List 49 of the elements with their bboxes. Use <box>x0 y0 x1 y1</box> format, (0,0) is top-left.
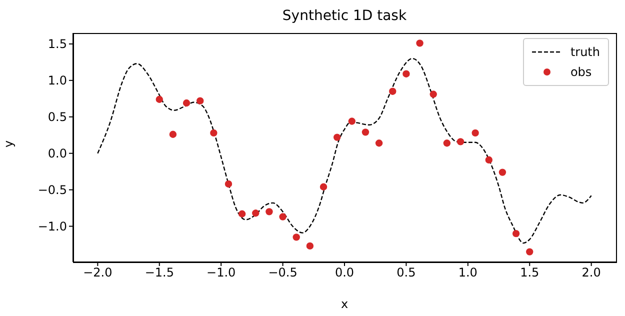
y-tick-label: 0.5 <box>48 110 67 124</box>
point <box>252 210 260 217</box>
point <box>443 140 451 147</box>
point <box>526 248 534 256</box>
y-tick-label: 0.0 <box>48 146 67 161</box>
point <box>182 99 190 107</box>
point <box>156 96 163 103</box>
x-tick-label: −0.5 <box>268 266 298 280</box>
point <box>362 128 370 136</box>
point <box>375 140 383 147</box>
point <box>472 129 479 137</box>
y-tick-label: 1.5 <box>48 37 67 52</box>
point <box>292 234 300 241</box>
x-tick-label: −2.0 <box>83 266 112 280</box>
point <box>498 168 506 176</box>
point <box>210 129 218 137</box>
point <box>402 70 410 78</box>
x-tick-label: 1.0 <box>458 266 478 280</box>
x-axis-title: x <box>340 297 348 311</box>
point <box>416 40 424 47</box>
point <box>333 134 341 141</box>
legend-label: truth <box>570 45 600 59</box>
legend-label: obs <box>570 65 592 79</box>
x-tick-label: 1.5 <box>520 266 540 280</box>
x-tick-label: 0.5 <box>396 266 416 280</box>
point <box>348 118 356 125</box>
point <box>320 183 328 190</box>
point <box>456 138 464 146</box>
y-tick-label: 1.0 <box>48 74 67 88</box>
point <box>512 230 520 238</box>
chart-title: Synthetic 1D task <box>281 8 408 24</box>
point <box>224 180 232 188</box>
point <box>485 156 492 164</box>
point <box>430 90 437 98</box>
point <box>306 242 314 250</box>
x-tick-label: −1.5 <box>144 266 174 280</box>
y-axis-title: y <box>1 140 16 148</box>
point <box>389 88 396 95</box>
x-tick-label: 0.0 <box>334 266 354 280</box>
x-tick-label: −1.0 <box>206 266 236 280</box>
point <box>238 210 246 218</box>
y-tick-label: −1.0 <box>38 220 67 234</box>
point <box>266 208 273 216</box>
point <box>279 213 286 220</box>
line-series <box>97 58 592 244</box>
y-tick-label: −0.5 <box>38 183 67 198</box>
point <box>169 130 177 138</box>
point <box>196 97 204 104</box>
x-tick-label: 2.0 <box>582 266 601 280</box>
